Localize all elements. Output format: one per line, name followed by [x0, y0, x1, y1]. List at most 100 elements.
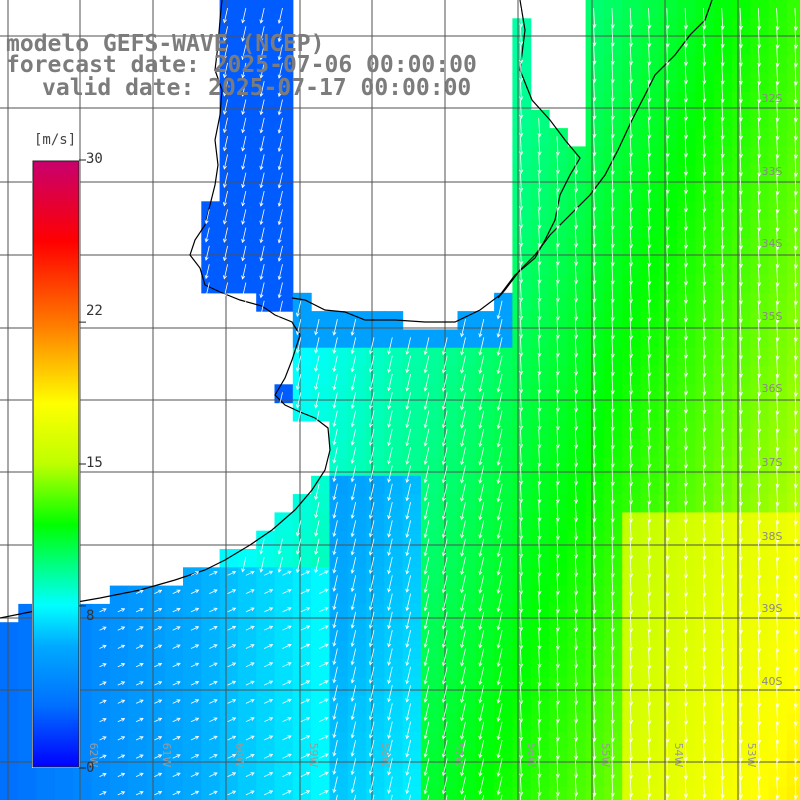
wind-arrow-head [332, 697, 337, 702]
wind-arrow [99, 773, 107, 777]
wind-cell [530, 768, 550, 788]
wind-arrow [300, 662, 310, 668]
wind-arrow-head [665, 683, 670, 688]
wind-arrow-head [405, 661, 410, 667]
wind-cell [457, 347, 477, 367]
wind-arrow [388, 465, 393, 483]
wind-arrow [629, 190, 632, 211]
wind-arrow-head [157, 791, 163, 795]
wind-arrow [666, 7, 669, 29]
wind-cell [530, 164, 550, 184]
wind-arrow [406, 611, 411, 629]
wind-arrow [223, 26, 228, 41]
wind-arrow [538, 611, 541, 631]
wind-arrow [703, 502, 705, 523]
wind-arrow-head [629, 97, 634, 102]
lon-label: 61W [160, 743, 173, 768]
wind-arrow-head [222, 147, 227, 152]
wind-cell [750, 567, 770, 587]
wind-arrow-head [332, 788, 337, 794]
wind-arrow [223, 172, 228, 188]
wind-arrow [794, 99, 797, 122]
wind-cell [366, 347, 385, 367]
wind-arrow [666, 428, 669, 450]
wind-arrow [611, 556, 614, 577]
wind-arrow [757, 81, 760, 103]
wind-cell [274, 219, 294, 239]
wind-arrow-head [423, 515, 428, 520]
wind-cell [183, 695, 202, 715]
wind-arrow [296, 355, 302, 372]
wind-arrow [369, 739, 375, 757]
wind-arrow-head [519, 389, 524, 394]
wind-arrow-head [555, 334, 560, 339]
wind-arrow [629, 575, 632, 596]
wind-arrow [538, 319, 541, 338]
wind-cell [237, 274, 257, 294]
wind-arrow [205, 264, 210, 279]
wind-cell [329, 494, 349, 513]
wind-cell [475, 713, 495, 733]
wind-arrow [648, 392, 650, 413]
wind-arrow [684, 648, 687, 670]
wind-arrow-head [231, 571, 237, 575]
wind-cell [366, 640, 385, 660]
wind-arrow-head [629, 756, 634, 761]
wind-arrow-head [610, 573, 615, 578]
wind-arrow [648, 282, 650, 303]
wind-arrow [684, 502, 687, 523]
wind-cell [164, 658, 184, 678]
wind-arrow-head [555, 279, 560, 284]
wind-arrow [703, 703, 705, 725]
wind-arrow-head [332, 331, 337, 336]
wind-cell [786, 695, 800, 715]
wind-cell [786, 183, 800, 202]
wind-cell [786, 640, 800, 660]
wind-arrow-head [629, 719, 634, 725]
wind-arrow-head [268, 662, 274, 666]
wind-arrow-head [592, 554, 597, 559]
wind-arrow [629, 245, 632, 266]
wind-arrow [648, 7, 650, 29]
wind-arrow-head [460, 735, 465, 740]
wind-cell [311, 512, 330, 532]
wind-cell [274, 146, 294, 166]
wind-arrow [666, 44, 669, 65]
wind-arrow-head [610, 42, 615, 47]
wind-arrow [629, 319, 632, 340]
wind-arrow [538, 685, 541, 704]
wind-arrow [172, 589, 181, 594]
wind-arrow-head [665, 134, 670, 139]
wind-arrow [757, 26, 760, 48]
wind-arrow [442, 392, 448, 410]
wind-cell [292, 567, 312, 587]
wind-arrow [721, 44, 724, 66]
wind-arrow-head [519, 773, 524, 778]
wind-arrow [351, 703, 357, 720]
wind-arrow [388, 611, 393, 629]
wind-arrow [264, 699, 273, 704]
wind-arrow [593, 447, 595, 467]
wind-arrow-head [295, 404, 300, 409]
wind-cell [603, 164, 623, 184]
wind-arrow [739, 117, 742, 140]
wind-arrow [611, 117, 614, 138]
wind-cell [750, 366, 770, 385]
wind-arrow-head [665, 208, 670, 213]
wind-arrow [461, 575, 466, 593]
wind-arrow [388, 630, 393, 647]
wind-cell [622, 0, 642, 19]
wind-arrow [388, 447, 393, 464]
wind-cell [164, 585, 184, 605]
wind-arrow [538, 209, 541, 229]
wind-cell [512, 311, 532, 330]
wind-arrow-head [574, 664, 579, 669]
wind-arrow-head [574, 371, 579, 376]
wind-arrow [776, 575, 779, 598]
wind-arrow-head [350, 404, 355, 410]
wind-arrow [666, 794, 668, 800]
wind-arrow [739, 392, 742, 414]
wind-cell [366, 530, 385, 550]
wind-arrow-head [496, 443, 501, 448]
wind-arrow [794, 721, 797, 744]
